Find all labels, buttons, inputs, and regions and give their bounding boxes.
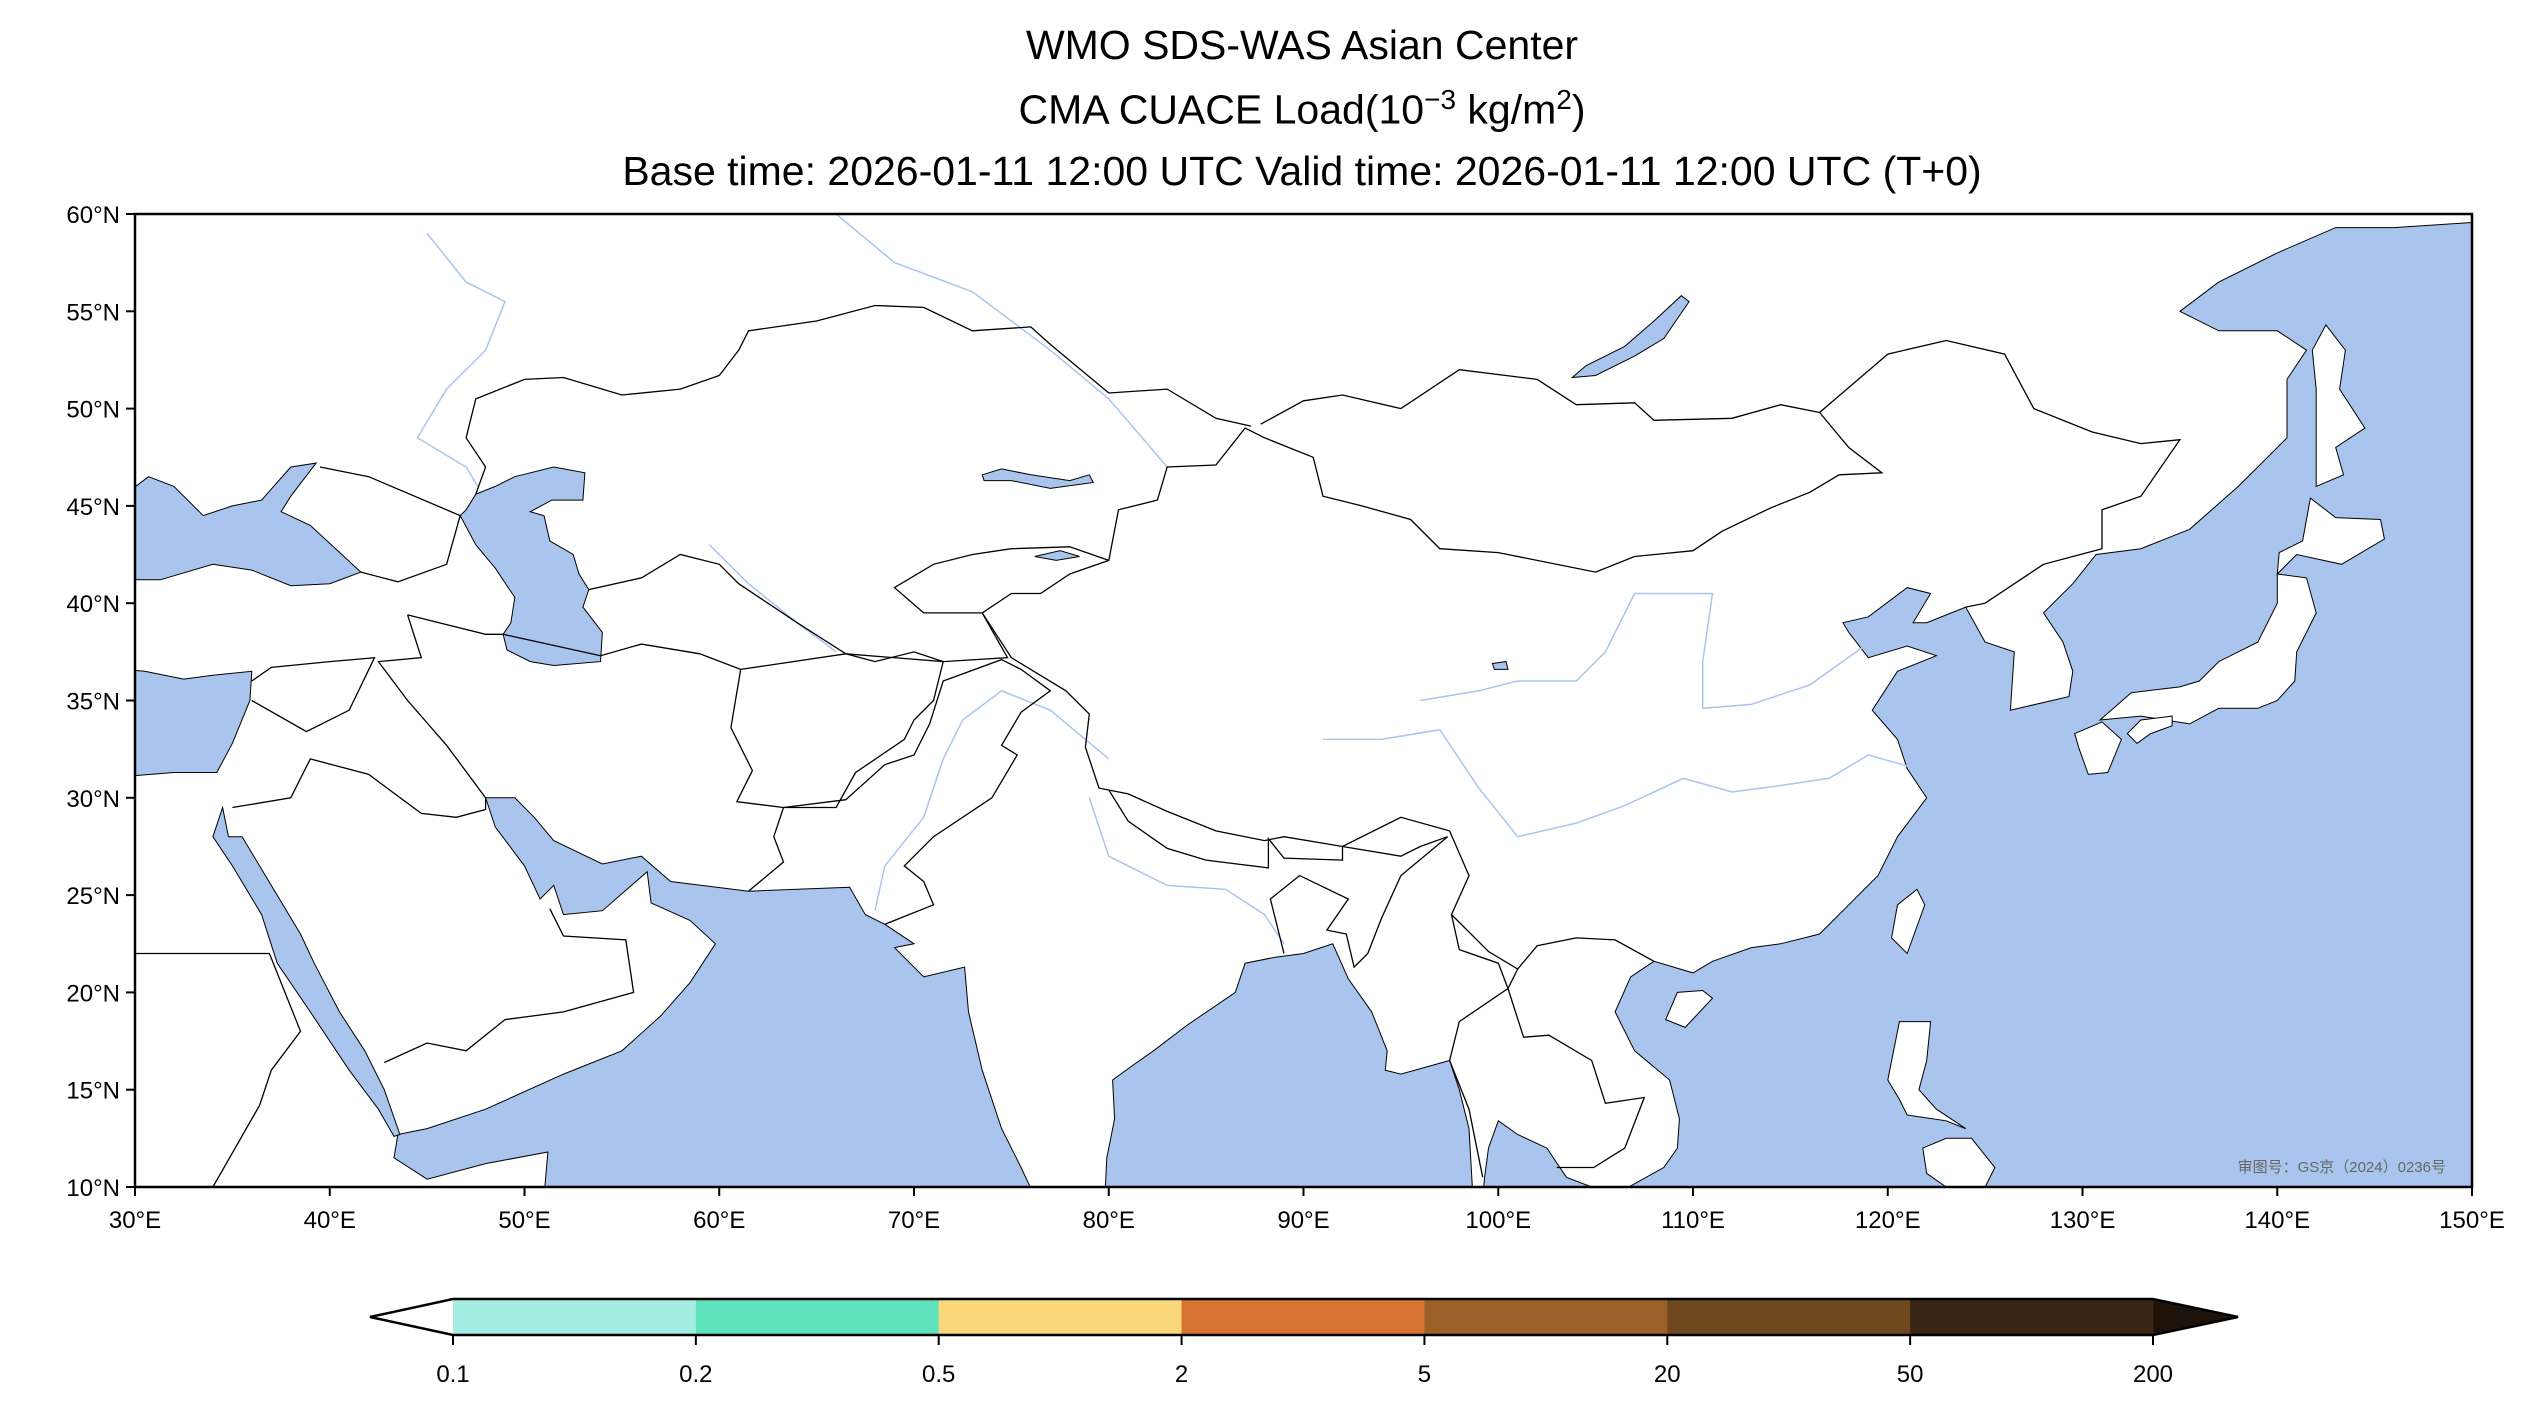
sakhalin-island xyxy=(2311,323,2366,488)
title-line-3: Base time: 2026-01-11 12:00 UTC Valid ti… xyxy=(622,148,1982,194)
turkey-syria-border xyxy=(251,656,376,733)
lon-tick-label: 70°E xyxy=(888,1207,940,1234)
colorbar-tick-label: 200 xyxy=(2133,1361,2173,1388)
lat-tick-label: 30°N xyxy=(66,786,120,813)
lat-tick-label: 40°N xyxy=(66,591,120,618)
hainan-island xyxy=(1665,989,1714,1028)
indian-ocean xyxy=(393,797,1473,1187)
colorbar-tick-label: 20 xyxy=(1654,1361,1681,1388)
india-nepal-border xyxy=(1108,789,1449,969)
lon-tick-label: 110°E xyxy=(1661,1207,1725,1234)
lat-tick-label: 15°N xyxy=(66,1078,120,1105)
volga-river xyxy=(416,233,506,487)
shikoku-island xyxy=(2126,715,2173,744)
lon-tick-label: 80°E xyxy=(1083,1207,1135,1234)
lon-tick-label: 50°E xyxy=(498,1207,550,1234)
china-border xyxy=(981,339,2182,614)
colorbar-segment xyxy=(1181,1299,1425,1335)
lat-tick-label: 10°N xyxy=(66,1175,120,1202)
colorbar: 0.1 0.2 0.5 2 5 20 50 200 xyxy=(369,1297,2239,1388)
water-bodies xyxy=(135,214,2472,1187)
country-borders xyxy=(135,304,2182,1187)
ganges-river xyxy=(1088,797,1285,945)
lat-tick-label: 25°N xyxy=(66,883,120,910)
colorbar-extend-min xyxy=(370,1299,453,1335)
title-line-2-unit: kg/m xyxy=(1456,86,1557,133)
lon-tick-label: 60°E xyxy=(693,1207,745,1234)
caucasus-border xyxy=(319,466,461,583)
map-approval-watermark: 审图号：GS京（2024）0236号 xyxy=(2238,1159,2446,1176)
black-sea xyxy=(135,462,362,587)
pacific-ocean xyxy=(1614,221,2472,1187)
qinghai-lake xyxy=(1491,661,1509,670)
colorbar-tick-label: 50 xyxy=(1897,1361,1924,1388)
title-line-2-exponent2: 2 xyxy=(1556,84,1572,115)
colorbar-segment xyxy=(695,1299,940,1335)
luzon-island xyxy=(1887,1021,1966,1130)
arabia-border xyxy=(232,614,487,818)
yemen-saudi-border xyxy=(384,908,635,1064)
lake-baikal xyxy=(1570,295,1690,379)
lake-balkhash xyxy=(981,468,1094,489)
mediterranean-sea xyxy=(135,669,253,777)
colorbar-tick-label: 2 xyxy=(1175,1361,1188,1388)
yangtze-river xyxy=(1323,728,1918,838)
colorbar-tick-label: 0.1 xyxy=(436,1361,469,1388)
colorbar-tick-label: 0.5 xyxy=(922,1361,955,1388)
colorbar-segment xyxy=(1910,1299,2154,1335)
africa-border xyxy=(135,952,302,1187)
lat-tick-label: 35°N xyxy=(66,689,120,716)
colorbar-segment xyxy=(1667,1299,1911,1335)
sri-lanka-tip xyxy=(1105,1189,1121,1197)
issyk-kul xyxy=(1034,550,1080,561)
lon-tick-label: 120°E xyxy=(1855,1207,1921,1234)
lon-tick-label: 150°E xyxy=(2439,1207,2505,1234)
lon-tick-label: 140°E xyxy=(2244,1207,2310,1234)
lat-tick-label: 55°N xyxy=(66,299,120,326)
colorbar-segment xyxy=(1424,1299,1668,1335)
lat-tick-label: 60°N xyxy=(66,202,120,229)
taiwan-island xyxy=(1891,888,1926,955)
colorbar-tick-label: 0.2 xyxy=(679,1361,712,1388)
myanmar-thailand-border xyxy=(1448,914,1509,1178)
title-line-2-exponent: −3 xyxy=(1424,84,1457,115)
lat-tick-label: 45°N xyxy=(66,494,120,521)
indus-river xyxy=(874,689,1110,911)
lon-tick-label: 100°E xyxy=(1465,1207,1531,1234)
colorbar-extend-max xyxy=(2153,1299,2238,1335)
title-line-1: WMO SDS-WAS Asian Center xyxy=(1025,22,1579,68)
colorbar-tick-label: 5 xyxy=(1418,1361,1431,1388)
title-line-2: CMA CUACE Load(10−3 kg/m2) xyxy=(0,84,2534,134)
honshu-island xyxy=(2098,573,2317,725)
ob-irtysh-river xyxy=(835,214,1168,468)
lat-tick-label: 20°N xyxy=(66,980,120,1007)
amu-darya-river xyxy=(708,544,837,653)
yellow-river xyxy=(1420,592,1865,710)
afghanistan-pakistan-border xyxy=(740,653,1052,925)
map-area: 审图号：GS京（2024）0236号 xyxy=(133,212,2474,1197)
visayas-islands xyxy=(1922,1137,1996,1187)
china-south-border xyxy=(981,612,1655,970)
lon-tick-label: 130°E xyxy=(2050,1207,2116,1234)
red-sea xyxy=(212,805,401,1138)
islands xyxy=(1105,323,2385,1197)
kyushu-island xyxy=(2074,721,2122,775)
title-line-2-suffix: ) xyxy=(1571,86,1586,133)
lon-tick-label: 40°E xyxy=(304,1207,356,1234)
title-line-2-prefix: CMA CUACE Load(10 xyxy=(1018,86,1425,133)
latitude-axis: 60°N 55°N 50°N 45°N 40°N 35°N 30°N 25°N 20°N 15°N… xyxy=(66,202,135,1202)
lon-tick-label: 90°E xyxy=(1277,1207,1329,1234)
hokkaido-island xyxy=(2276,497,2385,576)
colorbar-segment xyxy=(938,1299,1183,1335)
lat-tick-label: 50°N xyxy=(66,397,120,424)
lon-tick-label: 30°E xyxy=(109,1207,161,1234)
longitude-axis: 30°E 40°E 50°E 60°E 70°E 80°E 90°E 100°E 110°E 12… xyxy=(109,1187,2505,1234)
colorbar-segment xyxy=(453,1299,697,1335)
indochina-border xyxy=(1507,968,1646,1169)
gulf-of-thailand xyxy=(1483,1120,1593,1187)
kazakhstan-russia-border xyxy=(465,304,1252,495)
mongolia-russia-border xyxy=(1260,369,1820,425)
